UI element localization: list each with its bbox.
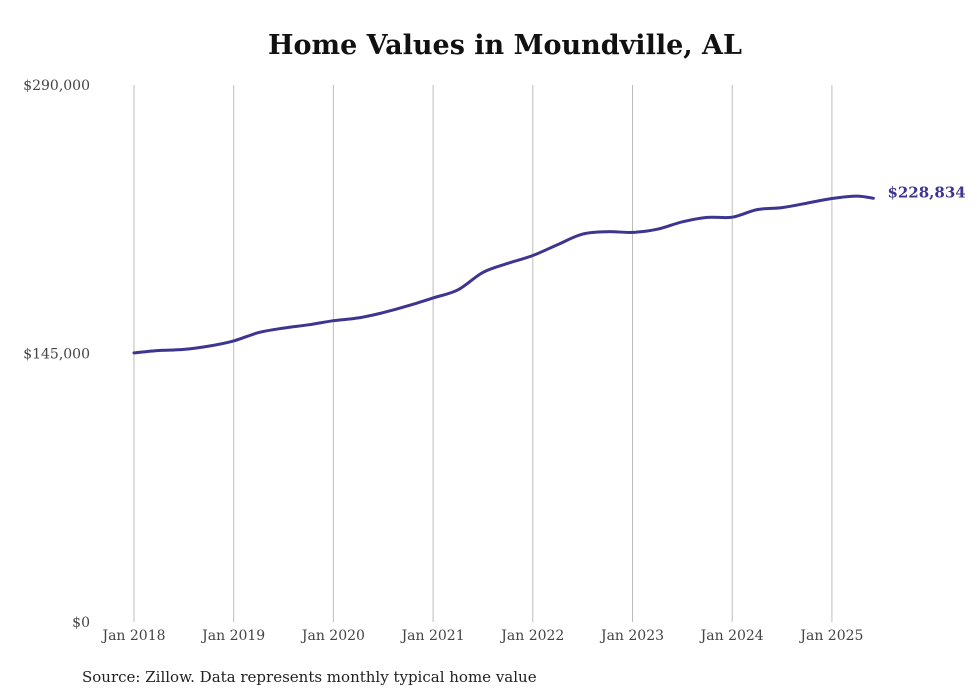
y-tick-label: $290,000 bbox=[23, 78, 90, 94]
x-tick-label: Jan 2021 bbox=[400, 628, 465, 644]
source-note: Source: Zillow. Data represents monthly … bbox=[82, 668, 537, 686]
end-value-label: $228,834 bbox=[887, 183, 965, 201]
x-tick-label: Jan 2025 bbox=[798, 628, 863, 644]
chart-title: Home Values in Moundville, AL bbox=[268, 30, 742, 61]
y-tick-label: $0 bbox=[72, 615, 90, 631]
x-tick-label: Jan 2023 bbox=[599, 628, 664, 644]
x-tick-label: Jan 2018 bbox=[100, 628, 165, 644]
x-tick-label: Jan 2020 bbox=[300, 628, 365, 644]
x-tick-label: Jan 2024 bbox=[699, 628, 764, 644]
y-tick-label: $145,000 bbox=[23, 347, 90, 363]
x-tick-label: Jan 2022 bbox=[499, 628, 564, 644]
series-line bbox=[132, 194, 875, 355]
x-tick-label: Jan 2019 bbox=[200, 628, 265, 644]
